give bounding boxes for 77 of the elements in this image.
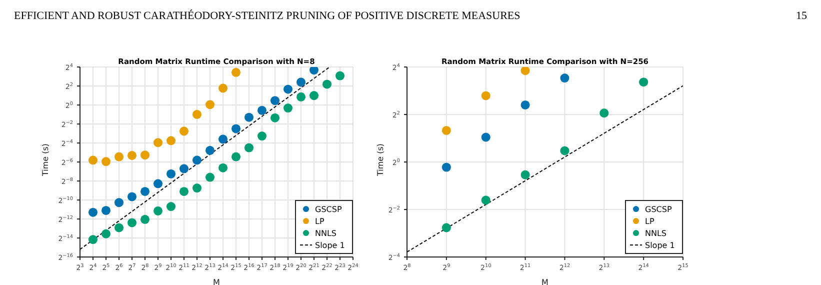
point: [205, 172, 215, 182]
point: [205, 100, 215, 110]
y-axis-title: Time (s): [40, 143, 50, 177]
point: [192, 156, 202, 165]
x-axis-title: M: [213, 278, 220, 285]
point: [231, 124, 241, 134]
point: [101, 206, 111, 215]
point: [244, 143, 254, 152]
point: [296, 78, 306, 87]
legend-label: LP: [645, 216, 654, 226]
point: [296, 92, 306, 102]
point: [481, 196, 490, 205]
point: [257, 132, 267, 141]
point: [88, 235, 98, 244]
point: [283, 104, 293, 113]
x-axis-title: M: [542, 278, 549, 285]
point: [166, 136, 176, 146]
point: [560, 74, 570, 83]
point: [140, 186, 150, 196]
point: [166, 202, 176, 212]
point: [140, 150, 150, 160]
legend-label: Slope 1: [645, 240, 675, 250]
point: [560, 146, 570, 156]
point: [114, 198, 124, 208]
legend-label: GSCSP: [315, 204, 342, 214]
point: [218, 134, 228, 144]
point: [114, 223, 124, 232]
point: [520, 170, 530, 180]
point: [179, 126, 189, 136]
legend-label: Slope 1: [315, 240, 345, 250]
legend-label: NNLS: [315, 228, 337, 238]
y-axis-title: Time (s): [376, 143, 385, 177]
point: [520, 67, 530, 76]
point: [335, 71, 345, 80]
point: [179, 186, 189, 196]
point: [153, 206, 163, 216]
point: [166, 169, 176, 178]
point: [218, 163, 228, 172]
point: [309, 91, 319, 100]
point: [481, 132, 490, 142]
point: [442, 162, 451, 172]
point: [114, 152, 124, 162]
point: [257, 106, 267, 115]
point: [88, 208, 98, 217]
point: [101, 157, 111, 166]
point: [600, 108, 609, 118]
point: [442, 126, 451, 135]
text: EFFICIENT AND ROBUST CARATHÉODORY-STEINITZ PRUNING OF POSITIVE DISCRETE MEASURES: [14, 10, 520, 22]
point: [442, 223, 451, 232]
point: [127, 192, 137, 202]
point: [520, 100, 530, 110]
point: [283, 84, 293, 94]
point: [322, 80, 332, 89]
point: [244, 112, 254, 122]
point: [639, 78, 648, 87]
point: [153, 138, 163, 148]
point: [101, 229, 111, 238]
point: [481, 91, 490, 100]
legend-label: LP: [315, 216, 324, 226]
point: [205, 146, 215, 155]
legend-label: NNLS: [645, 228, 667, 238]
point: [127, 218, 137, 228]
point: [270, 96, 280, 106]
point: [88, 156, 98, 165]
point: [309, 67, 319, 75]
point: [127, 150, 137, 160]
point: [192, 110, 202, 119]
point: [218, 84, 228, 93]
point: [231, 152, 241, 162]
point: [270, 113, 280, 122]
legend-label: GSCSP: [645, 204, 672, 214]
point: [231, 68, 241, 77]
point: [179, 164, 189, 174]
point: [192, 184, 202, 193]
text: 15: [796, 10, 807, 22]
point: [153, 179, 163, 188]
point: [140, 214, 150, 224]
